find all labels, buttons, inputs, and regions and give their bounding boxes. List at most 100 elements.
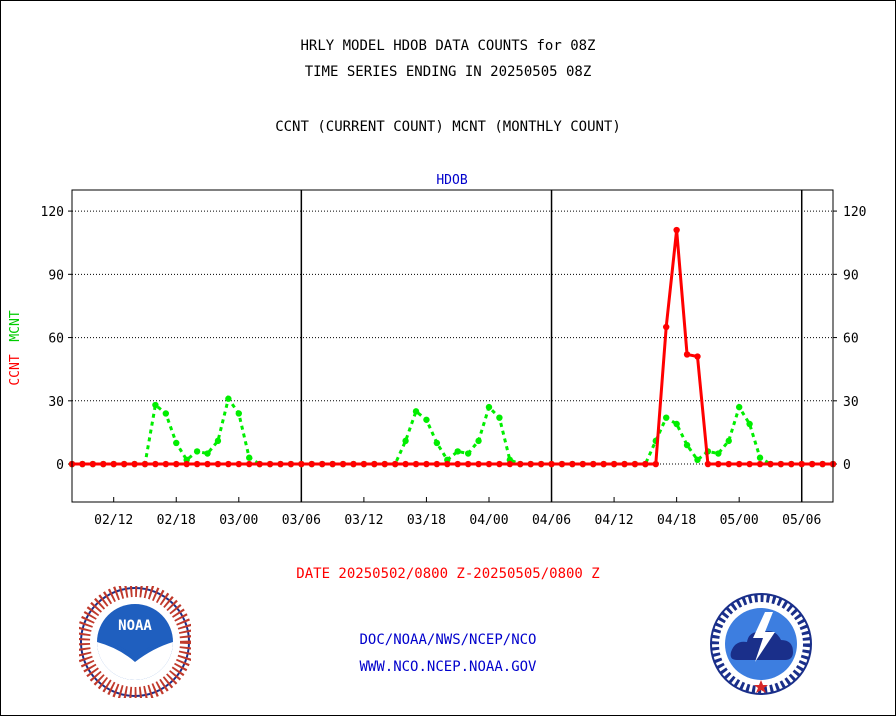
data-point-ccnt <box>590 460 597 468</box>
data-point-ccnt <box>735 460 743 468</box>
data-point-ccnt <box>548 460 555 468</box>
x-tick-label: 03/00 <box>219 513 258 528</box>
data-point-ccnt <box>89 460 97 468</box>
data-point-ccnt <box>360 460 368 468</box>
data-point-ccnt <box>694 353 701 360</box>
y-tick-label-left: 30 <box>48 395 64 410</box>
data-point-ccnt <box>725 460 732 468</box>
data-point-ccnt <box>558 460 566 468</box>
x-tick-label: 02/18 <box>157 513 196 528</box>
data-point-ccnt <box>287 460 295 468</box>
data-point-ccnt <box>225 460 232 468</box>
y-tick-label-left: 0 <box>56 458 64 473</box>
data-point-ccnt <box>371 460 378 468</box>
data-point-mcnt <box>152 401 159 409</box>
data-point-mcnt <box>193 448 201 455</box>
data-point-mcnt <box>246 454 253 461</box>
y-tick-label-right: 120 <box>843 205 866 220</box>
data-point-ccnt <box>308 460 315 468</box>
data-point-ccnt <box>788 460 795 468</box>
data-point-ccnt <box>506 460 514 468</box>
data-point-ccnt <box>381 460 388 468</box>
data-point-mcnt <box>412 408 420 415</box>
y-tick-label-right: 30 <box>843 395 859 410</box>
data-point-mcnt <box>663 414 670 421</box>
y-tick-label-right: 60 <box>843 332 859 347</box>
noaa-logo-text: NOAA <box>118 618 152 634</box>
data-point-ccnt <box>444 460 451 468</box>
data-point-mcnt <box>725 437 732 445</box>
data-point-ccnt <box>527 460 534 468</box>
data-point-mcnt <box>475 437 482 445</box>
data-point-ccnt <box>120 460 128 468</box>
data-point-ccnt <box>423 460 430 468</box>
data-point-mcnt <box>433 439 441 447</box>
axis-layer: 0 0 30 30 60 60 90 90 120 120 02/12 02/18 03/00 03/06… <box>41 205 867 528</box>
y-tick-label-left: 60 <box>48 332 64 347</box>
x-tick-label: 03/06 <box>282 513 321 528</box>
data-point-ccnt <box>412 460 420 468</box>
data-point-ccnt <box>777 460 785 468</box>
data-point-ccnt <box>569 460 576 468</box>
data-point-ccnt <box>652 460 659 468</box>
nws-logo-icon <box>710 593 812 695</box>
date-range: DATE 20250502/0800 Z-20250505/0800 Z <box>296 566 600 582</box>
data-point-mcnt <box>485 403 493 411</box>
data-point-ccnt <box>579 460 587 468</box>
data-point-ccnt <box>100 460 107 468</box>
data-point-mcnt <box>746 420 753 428</box>
data-point-mcnt <box>756 454 764 461</box>
y-tick-label-right: 90 <box>843 268 859 283</box>
data-point-ccnt <box>673 226 680 234</box>
data-point-ccnt <box>600 460 607 468</box>
data-point-ccnt <box>235 460 242 468</box>
data-point-ccnt <box>266 460 274 468</box>
x-tick-label: 03/18 <box>407 513 446 528</box>
data-point-ccnt <box>683 351 691 358</box>
x-tick-label: 04/06 <box>532 513 571 528</box>
x-tick-label: 04/18 <box>657 513 696 528</box>
data-point-ccnt <box>183 460 190 468</box>
data-point-ccnt <box>454 460 461 468</box>
data-point-ccnt <box>756 460 764 468</box>
chart-legend-description: CCNT (CURRENT COUNT) MCNT (MONTHLY COUNT… <box>275 119 621 135</box>
data-point-ccnt <box>642 460 649 468</box>
x-tick-label: 02/12 <box>94 513 133 528</box>
data-point-mcnt <box>715 450 722 457</box>
chart-subtitle: TIME SERIES ENDING IN 20250505 08Z <box>304 64 592 80</box>
chart-plot: HDOB 0 0 30 30 60 60 90 90 120 120 02/12 02/18 03/00… <box>8 173 867 528</box>
data-point-mcnt <box>694 456 701 464</box>
plot-border <box>71 189 834 503</box>
data-point-ccnt <box>204 460 211 468</box>
data-point-ccnt <box>193 460 201 468</box>
data-point-ccnt <box>246 460 253 468</box>
data-point-mcnt <box>496 414 503 421</box>
data-point-ccnt <box>277 460 284 468</box>
data-point-ccnt <box>808 460 816 468</box>
data-point-mcnt <box>464 450 472 457</box>
y-tick-label-left: 120 <box>41 205 64 220</box>
x-tick-label: 04/12 <box>595 513 634 528</box>
data-point-ccnt <box>798 460 805 468</box>
data-point-mcnt <box>162 410 170 417</box>
data-point-ccnt <box>141 460 149 468</box>
x-tick-label: 05/00 <box>720 513 759 528</box>
y-axis-label-ccnt: CCNT <box>8 354 23 385</box>
data-point-ccnt <box>433 460 441 468</box>
data-point-ccnt <box>79 460 86 468</box>
x-tick-label: 03/12 <box>344 513 383 528</box>
data-point-ccnt <box>819 460 826 468</box>
y-tick-label-left: 90 <box>48 268 64 283</box>
data-point-mcnt <box>235 410 242 417</box>
data-point-mcnt <box>683 441 691 449</box>
data-point-ccnt <box>715 460 722 468</box>
data-point-ccnt <box>475 460 482 468</box>
data-point-ccnt <box>329 460 336 468</box>
data-point-ccnt <box>350 460 357 468</box>
data-point-ccnt <box>663 323 670 331</box>
chart-title: HRLY MODEL HDOB DATA COUNTS for 08Z <box>300 38 596 54</box>
data-point-ccnt <box>767 460 774 468</box>
data-point-ccnt <box>152 460 159 468</box>
data-point-ccnt <box>162 460 170 468</box>
data-point-ccnt <box>391 460 399 468</box>
